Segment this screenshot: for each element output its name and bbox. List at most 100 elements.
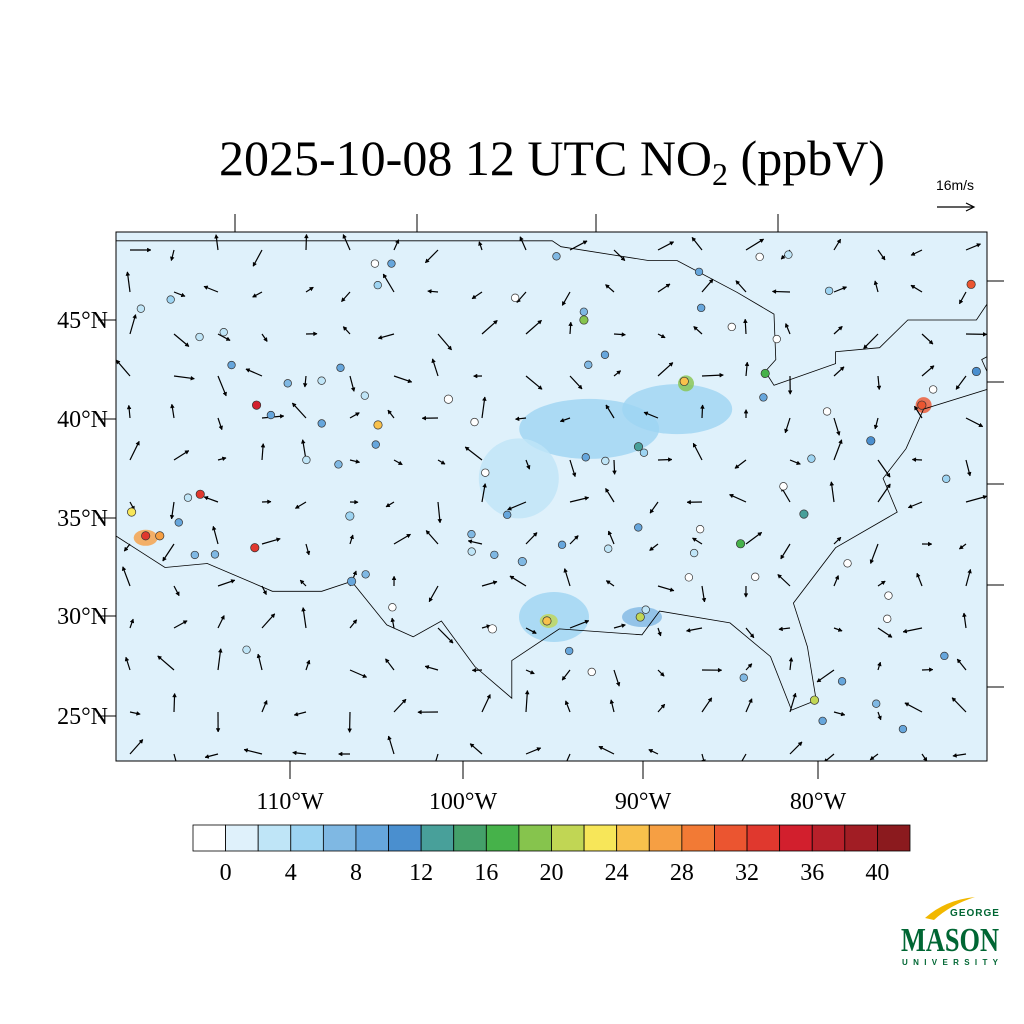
station: [510, 293, 520, 302]
wind-arrowhead: [660, 703, 666, 709]
wind-arrowhead: [693, 326, 699, 331]
wind-arrowhead: [743, 593, 749, 598]
wind-arrowhead: [649, 546, 655, 551]
wind-arrowhead: [564, 700, 570, 706]
colorbar-box: [811, 824, 846, 852]
wind-arrowhead: [385, 502, 391, 508]
wind-arrowhead: [292, 402, 297, 408]
wind-arrowhead: [377, 335, 383, 340]
wind-arrowhead: [748, 698, 753, 704]
longitude-label: 100°W: [429, 789, 498, 815]
wind-arrowhead: [869, 755, 875, 761]
wind-arrowhead: [982, 331, 987, 337]
station: [971, 366, 981, 377]
wind-arrowhead: [132, 314, 137, 319]
wind-arrowhead: [492, 580, 498, 585]
wind-arrowhead: [162, 556, 167, 562]
wind-arrowhead: [978, 422, 984, 427]
wind-arrowhead: [252, 293, 257, 298]
station: [727, 322, 736, 332]
wind-arrowhead: [352, 570, 357, 576]
wind-arrowhead: [668, 457, 673, 462]
wind-arrowhead: [649, 508, 655, 514]
wind-arrowhead: [788, 657, 794, 662]
station: [822, 407, 832, 416]
wind-arrowhead: [525, 464, 531, 470]
station: [361, 570, 370, 579]
station: [467, 530, 476, 539]
wind-arrowhead: [157, 655, 163, 661]
wind-arrowhead: [172, 692, 177, 698]
station: [250, 543, 260, 553]
wind-arrowhead: [305, 659, 311, 665]
station: [127, 507, 137, 517]
wind-arrowhead: [428, 597, 434, 603]
colorbar-box: [518, 824, 552, 852]
wind-arrowhead: [887, 633, 893, 638]
wind-arrowhead: [260, 443, 266, 448]
wind-arrowhead: [873, 424, 879, 430]
wind-arrowhead: [170, 403, 175, 409]
wind-arrowhead: [203, 285, 209, 290]
colorbar-box: [681, 824, 715, 852]
station: [684, 573, 694, 582]
logo-main: MASON: [901, 922, 999, 959]
wind-arrowhead: [294, 504, 300, 509]
wind-arrowhead: [469, 743, 475, 748]
station: [679, 376, 689, 386]
colorbar-box: [746, 824, 781, 852]
wind-arrowhead: [147, 247, 152, 253]
wind-arrowhead: [559, 417, 565, 423]
wind-arrowhead: [877, 715, 882, 721]
wind-arrowhead: [180, 292, 186, 298]
wind-arrowhead: [387, 735, 392, 741]
coastline: [116, 240, 987, 711]
wind-arrowhead: [796, 460, 801, 465]
station: [697, 303, 706, 313]
colorbar-box: [616, 824, 650, 852]
wind-arrowhead: [829, 481, 835, 486]
colorbar-label: 24: [605, 860, 629, 886]
station: [818, 716, 827, 726]
wind-arrowhead: [349, 534, 354, 540]
wind-arrowhead: [225, 336, 231, 341]
wind-arrowhead: [616, 370, 622, 375]
wind-arrowhead: [780, 254, 786, 260]
wind-arrowhead: [691, 236, 697, 242]
wind-arrowhead: [797, 741, 803, 747]
colorbar-box: [844, 824, 878, 852]
wind-arrowhead: [514, 416, 520, 422]
station: [517, 557, 527, 567]
wind-arrowhead: [245, 368, 251, 373]
wind-arrowhead: [982, 494, 987, 500]
wind-arrowhead: [203, 496, 209, 501]
latitude-label: 40°N: [57, 407, 108, 433]
station: [600, 350, 610, 359]
station: [760, 368, 770, 379]
station: [633, 442, 644, 452]
wind-arrowhead: [659, 671, 665, 677]
wind-arrowhead: [738, 765, 741, 769]
wind-arrowhead: [383, 273, 388, 279]
station: [252, 400, 262, 410]
wind-arrowhead: [448, 638, 454, 644]
wind-arrowhead: [204, 754, 210, 759]
wind-arrowhead: [958, 544, 964, 550]
wind-arrowhead: [842, 286, 848, 291]
wind-arrowhead: [221, 456, 227, 462]
station: [317, 419, 326, 428]
wind-arrowhead: [976, 243, 982, 248]
wind-arrowhead: [660, 333, 666, 339]
wind-arrowhead: [215, 728, 221, 733]
wind-arrowhead: [537, 385, 543, 390]
station: [467, 547, 476, 556]
station: [843, 559, 852, 568]
colorbar-label: 12: [409, 860, 433, 886]
station: [336, 363, 345, 372]
wind-arrowhead: [605, 487, 610, 493]
wind-arrowhead: [473, 373, 478, 379]
station: [604, 544, 613, 553]
station: [837, 677, 847, 686]
latitude-label: 25°N: [57, 704, 108, 730]
colorbar-box: [551, 824, 585, 852]
